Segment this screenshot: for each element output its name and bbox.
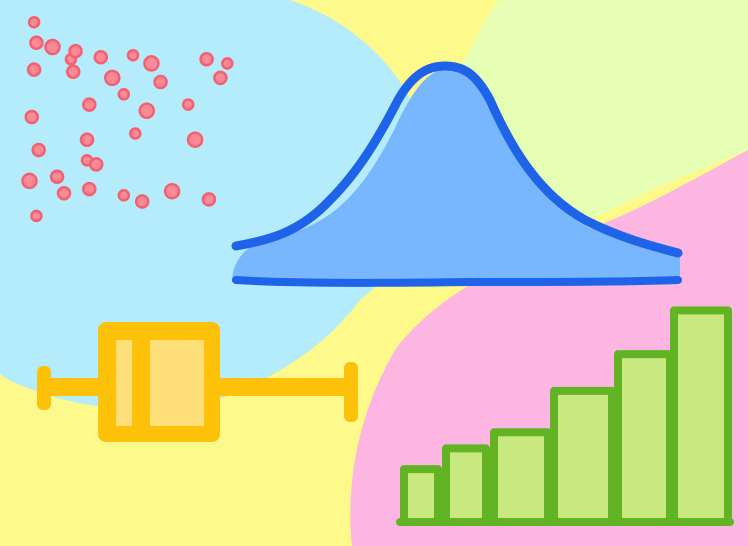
box-plot-right-whisker [215,378,353,396]
bar [442,444,490,526]
scatter-point [27,15,41,29]
box-plot-median-band [116,340,132,426]
scatter-point [93,50,109,65]
scatter-point [134,194,150,209]
bar-chart-icon [396,306,734,527]
bell-curve-icon [231,61,683,287]
scatter-point [117,189,131,202]
scatter-point [68,43,83,59]
scatter-point [126,48,140,62]
bell-curve-line [231,61,683,258]
scatter-point [24,109,40,125]
scatter-point [79,132,95,147]
bar [490,428,552,526]
scatter-point [117,88,131,101]
scatter-point [181,98,195,111]
box-plot-left-whisker [42,378,104,396]
scatter-point [82,97,97,112]
scatter-point [21,172,38,190]
blue-blob [0,0,429,410]
scatter-point [29,35,44,51]
scatter-point [31,142,46,158]
scatter-point [129,127,142,140]
scatter-point [56,185,72,201]
scatter-point [213,70,228,86]
bar [550,386,616,526]
scatter-point [201,192,217,207]
scatter-point [104,69,121,87]
scatter-point [221,57,234,70]
scatter-point [30,209,43,223]
bar [614,350,674,526]
scatter-point [82,181,97,197]
scatter-point [138,102,156,120]
scatter-point [88,157,104,172]
scatter-point [26,62,42,77]
box-plot-upper-quartile [150,340,204,426]
scatter-point [44,38,61,56]
scatter-point [186,131,204,148]
box-plot-right-whisker-cap [344,362,358,422]
bell-curve-baseline [232,276,682,287]
box-plot-icon [37,322,358,442]
bar [670,306,732,526]
scatter-point [153,74,168,90]
scatter-point [163,182,181,200]
bar [400,465,442,527]
scatter-point [143,55,160,72]
scatter-plot-icon [21,15,234,223]
scatter-point [49,169,65,184]
scatter-point [65,64,81,79]
scatter-point [199,52,214,67]
bell-curve-area [232,70,680,282]
